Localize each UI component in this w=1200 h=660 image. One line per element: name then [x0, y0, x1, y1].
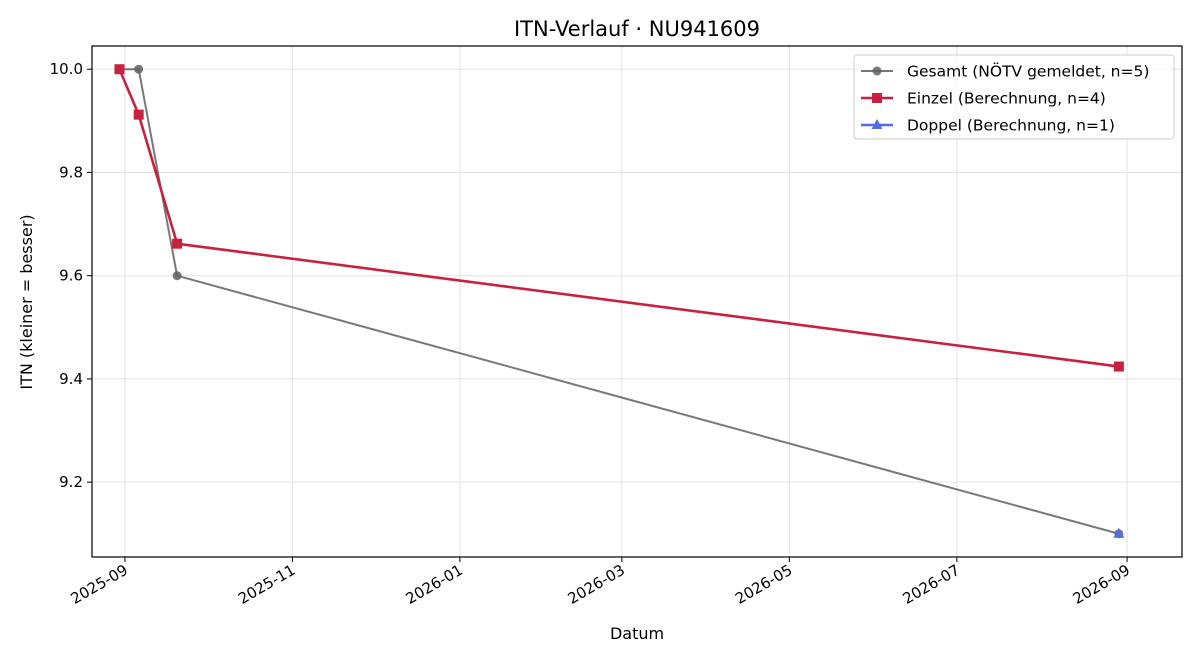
legend-label: Einzel (Berechnung, n=4) — [907, 90, 1106, 108]
data-point — [134, 64, 144, 74]
legend-swatch-marker — [872, 66, 882, 76]
series-layer — [114, 64, 1125, 539]
series-square — [114, 64, 1124, 372]
series-line — [118, 68, 1120, 368]
legend-items: Gesamt (NÖTV gemeldet, n=5) Einzel (Berec… — [861, 62, 1149, 135]
y-tick-label: 9.2 — [59, 473, 83, 491]
legend-label: Doppel (Berechnung, n=1) — [907, 117, 1115, 135]
legend-item: Einzel (Berechnung, n=4) — [861, 90, 1106, 108]
series-triangle — [1113, 527, 1125, 538]
data-point — [1113, 527, 1125, 538]
y-tick-label: 9.4 — [59, 370, 83, 388]
x-axis-label: Datum — [610, 624, 664, 643]
data-point — [1113, 361, 1124, 372]
y-tick-label: 10.0 — [50, 60, 83, 78]
data-point — [133, 109, 144, 120]
data-point — [172, 271, 182, 281]
data-point — [172, 238, 183, 249]
y-tick-label: 9.6 — [59, 267, 83, 285]
grid — [92, 46, 1182, 557]
legend-item: Gesamt (NÖTV gemeldet, n=5) — [861, 62, 1149, 81]
chart-title: ITN-Verlauf · NU941609 — [514, 17, 760, 41]
y-tick-label: 9.8 — [59, 163, 83, 181]
data-point — [114, 64, 125, 75]
legend-label: Gesamt (NÖTV gemeldet, n=5) — [907, 62, 1149, 81]
plot-area-frame — [91, 45, 1183, 558]
legend: Gesamt (NÖTV gemeldet, n=5) Einzel (Berec… — [853, 54, 1175, 140]
legend-swatch-marker — [872, 93, 882, 103]
legend-swatch-marker — [871, 119, 883, 129]
legend-box — [853, 54, 1175, 140]
legend-item: Doppel (Berechnung, n=1) — [861, 117, 1115, 135]
series-line — [119, 68, 1120, 535]
y-axis-label: ITN (kleiner = besser) — [17, 214, 36, 389]
